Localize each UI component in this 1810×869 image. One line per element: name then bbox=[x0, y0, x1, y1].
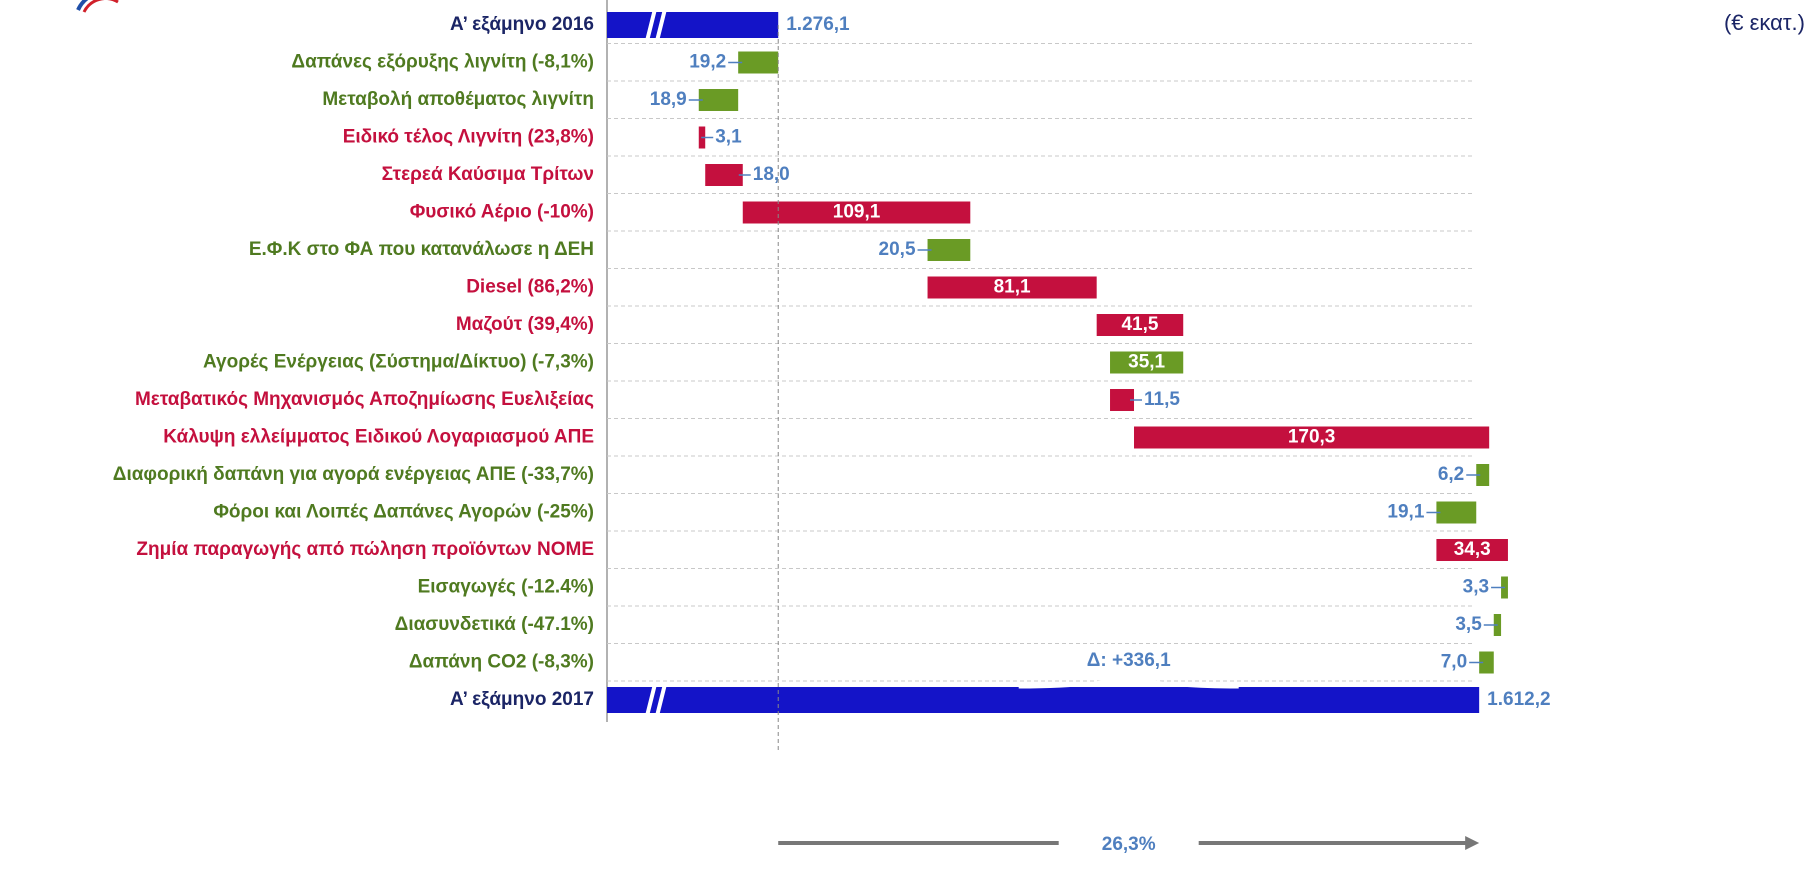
axis-break bbox=[645, 683, 667, 717]
bar bbox=[1479, 651, 1494, 674]
bar bbox=[1436, 501, 1477, 524]
category-label: Diesel (86,2%) bbox=[466, 277, 594, 298]
bar bbox=[1436, 539, 1508, 561]
bar bbox=[607, 687, 1480, 713]
bar bbox=[742, 201, 971, 224]
category-label: Μεταβολή αποθέματος λιγνίτη bbox=[322, 89, 594, 110]
category-label: Ζημία παραγωγής από πώληση προϊόντων ΝΟΜ… bbox=[136, 539, 594, 560]
category-label: Διασυνδετικά (-47.1%) bbox=[395, 614, 594, 635]
value-label: 7,0 bbox=[1441, 652, 1467, 673]
value-label: 3,3 bbox=[1463, 577, 1489, 598]
value-label: 34,3 bbox=[1454, 539, 1491, 560]
value-label: 1.276,1 bbox=[786, 14, 850, 35]
category-label: Δαπάνες εξόρυξης λιγνίτη (-8,1%) bbox=[291, 52, 594, 73]
value-label: 18,0 bbox=[753, 164, 790, 185]
brace bbox=[1018, 671, 1239, 689]
unit-label: (€ εκατ.) bbox=[1724, 10, 1805, 35]
bar bbox=[1110, 351, 1184, 374]
value-label: 3,5 bbox=[1455, 614, 1482, 635]
category-label: Αγορές Ενέργειας (Σύστημα/Δίκτυο) (-7,3%… bbox=[203, 352, 594, 373]
category-label: Διαφορική δαπάνη για αγορά ενέργειας ΑΠΕ… bbox=[113, 464, 594, 485]
logo-fragment bbox=[76, 0, 89, 11]
category-label: Φόροι και Λοιπές Δαπάνες Αγορών (-25%) bbox=[213, 502, 594, 523]
annotation: 26,3% bbox=[1102, 834, 1156, 855]
bar bbox=[927, 239, 971, 261]
value-label: 3,1 bbox=[715, 127, 742, 148]
value-label: 109,1 bbox=[833, 202, 881, 223]
value-label: 6,2 bbox=[1438, 464, 1464, 485]
category-label: Ειδικό τέλος Λιγνίτη (23,8%) bbox=[343, 127, 594, 148]
value-label: 19,1 bbox=[1387, 502, 1424, 523]
category-label: Μεταβατικός Μηχανισμός Αποζημίωσης Ευελι… bbox=[135, 389, 594, 410]
bar bbox=[1134, 426, 1490, 449]
category-label: Α’ εξάμηνο 2016 bbox=[450, 14, 594, 35]
value-label: 41,5 bbox=[1121, 314, 1158, 335]
bar bbox=[927, 276, 1097, 299]
bar bbox=[705, 164, 743, 186]
category-label: Μαζούτ (39,4%) bbox=[456, 314, 594, 335]
category-label: Α’ εξάμηνο 2017 bbox=[450, 689, 594, 710]
value-label: 1.612,2 bbox=[1487, 689, 1550, 710]
category-label: Ε.Φ.Κ στο ΦΑ που κατανάλωσε η ΔΕΗ bbox=[249, 239, 594, 260]
bar bbox=[738, 51, 779, 74]
category-label: Κάλυψη ελλείμματος Ειδικού Λογαριασμού Α… bbox=[163, 427, 594, 448]
logo-fragment bbox=[82, 0, 119, 13]
value-label: 18,9 bbox=[650, 89, 687, 110]
bar bbox=[698, 89, 739, 111]
annotation: Δ: +336,1 bbox=[1087, 650, 1171, 671]
arrow-head bbox=[1465, 836, 1480, 850]
axis-break bbox=[645, 8, 667, 42]
value-label: 11,5 bbox=[1144, 389, 1180, 410]
category-label: Φυσικό Αέριο (-10%) bbox=[410, 202, 594, 223]
value-label: 81,1 bbox=[994, 277, 1031, 298]
bar bbox=[1476, 464, 1490, 486]
bar bbox=[607, 12, 779, 38]
category-label: Εισαγωγές (-12.4%) bbox=[418, 577, 594, 598]
value-label: 170,3 bbox=[1288, 427, 1336, 448]
category-label: Δαπάνη CO2 (-8,3%) bbox=[409, 652, 594, 673]
bar bbox=[1096, 314, 1184, 336]
value-label: 19,2 bbox=[689, 52, 726, 73]
category-label: Στερεά Καύσιμα Τρίτων bbox=[382, 164, 594, 185]
value-label: 20,5 bbox=[879, 239, 916, 260]
bar bbox=[1110, 389, 1135, 411]
value-label: 35,1 bbox=[1128, 352, 1165, 373]
